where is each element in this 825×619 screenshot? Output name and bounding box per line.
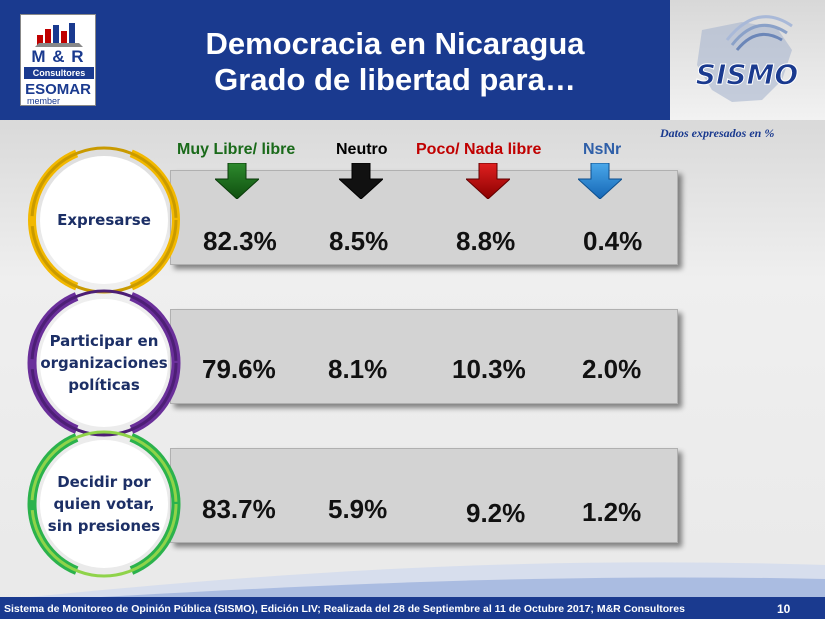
column-header-nsnr: NsNr: [583, 141, 622, 158]
value-participar-neutro: 8.1%: [328, 354, 388, 384]
value-expresarse-muy-libre: 82.3%: [203, 226, 277, 256]
ring-decidir: [27, 427, 181, 581]
value-decidir-nsnr: 1.2%: [582, 497, 642, 527]
sismo-logo: SISMO: [695, 15, 799, 102]
value-expresarse-poco-nada: 8.8%: [456, 226, 516, 256]
sismo-logo-text: SISMO: [696, 58, 798, 91]
value-participar-nsnr: 2.0%: [582, 354, 642, 384]
value-expresarse-neutro: 8.5%: [329, 226, 389, 256]
value-expresarse-nsnr: 0.4%: [583, 226, 643, 256]
footer-text: Sistema de Monitoreo de Opinión Pública …: [4, 603, 685, 615]
logo-text-mr: M & R: [31, 47, 85, 66]
logo-text-member: member: [27, 96, 61, 106]
label-participar: Participar en organizaciones políticas: [40, 299, 168, 427]
column-header-neutro: Neutro: [336, 141, 388, 158]
data-note: Datos expresados en %: [660, 126, 775, 140]
row-panel-decidir: [170, 448, 678, 543]
column-header-muy-libre: Muy Libre/ libre: [177, 141, 296, 158]
label-decidir: Decidir por quien votar, sin presiones: [40, 440, 168, 568]
value-decidir-poco-nada: 9.2%: [466, 498, 526, 528]
column-header-poco-nada: Poco/ Nada libre: [416, 141, 542, 158]
logo-text-consultores: Consultores: [24, 67, 94, 79]
ring-participar: [27, 286, 181, 440]
row-panel-participar: [170, 309, 678, 404]
arrow-down-green-icon: [215, 163, 259, 199]
value-decidir-neutro: 5.9%: [328, 494, 388, 524]
arrow-down-blue-icon: [578, 163, 622, 199]
value-participar-muy-libre: 79.6%: [202, 354, 276, 384]
mr-consultores-logo: M & R Consultores ESOMAR member: [20, 14, 96, 106]
label-expresarse: Expresarse: [40, 156, 168, 284]
arrow-down-black-icon: [339, 163, 383, 199]
bar-chart-icon: [35, 23, 83, 47]
arrow-down-red-icon: [466, 163, 510, 199]
value-decidir-muy-libre: 83.7%: [202, 494, 276, 524]
page-title: Democracia en Nicaragua: [205, 26, 585, 61]
footer-bar: [0, 597, 825, 619]
page-subtitle: Grado de libertad para…: [214, 62, 576, 97]
value-participar-poco-nada: 10.3%: [452, 354, 526, 384]
logo-text-esomar: ESOMAR: [25, 81, 91, 98]
page-number: 10: [777, 602, 791, 616]
